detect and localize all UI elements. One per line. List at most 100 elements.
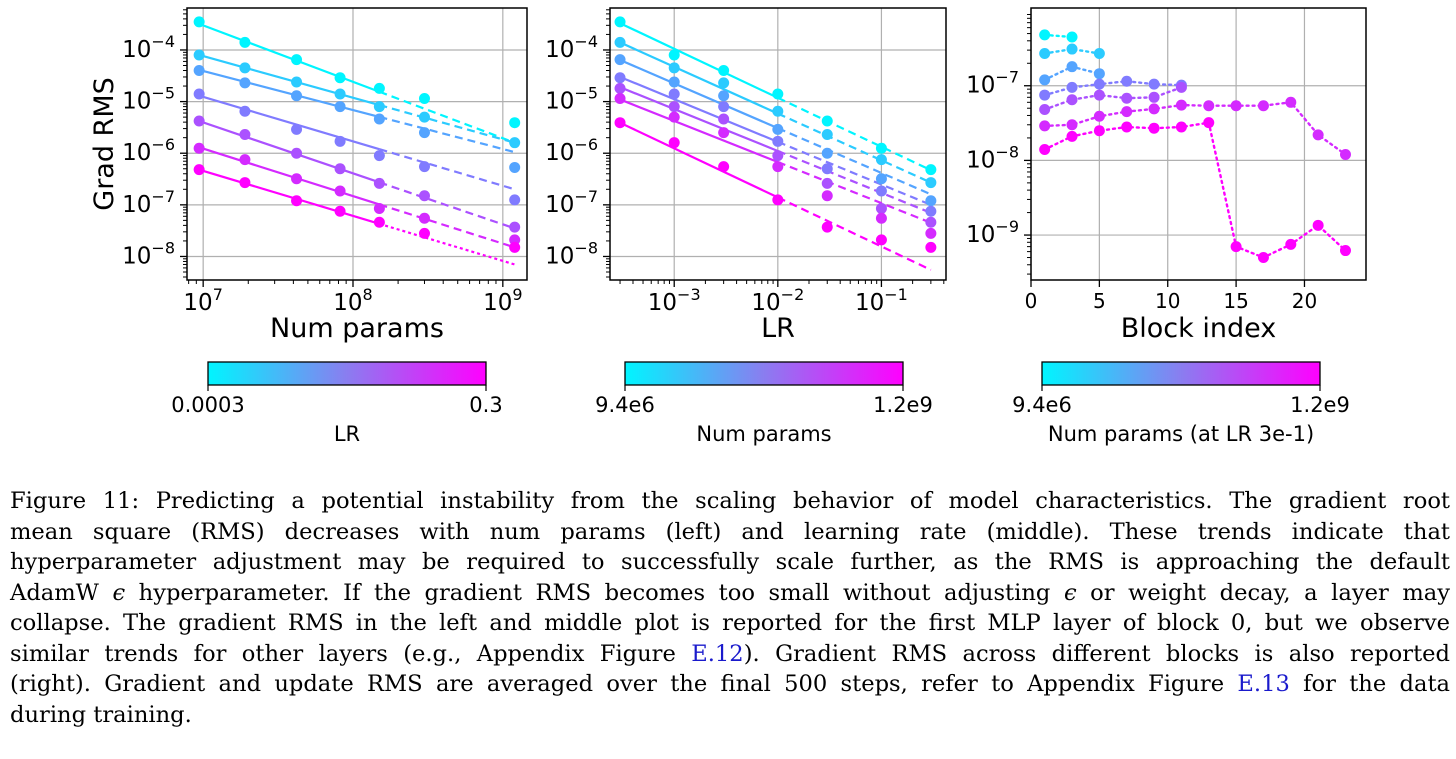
data-point — [239, 129, 251, 141]
data-point — [373, 150, 385, 162]
grid — [187, 8, 527, 280]
data-point — [1175, 121, 1187, 133]
data-point — [821, 190, 833, 202]
x-tick-label: 20 — [1292, 289, 1317, 313]
data-point — [821, 163, 833, 175]
grad-rms-vs-lr-panel: 10−3 10−2 10−1 10−8 10−7 10−6 10−5 10−4 LR 9.4e6 1… — [545, 7, 947, 446]
caption-text: ). Gradient RMS across different blocks … — [743, 640, 1450, 667]
fit-line-solid — [619, 121, 779, 199]
caption-line: AdamW ϵ hyperparameter. If the gradient … — [10, 578, 1450, 609]
data-point — [821, 177, 833, 189]
data-point — [821, 147, 833, 159]
caption-line: collapse. The gradient RMS in the left a… — [10, 608, 1450, 639]
fit-line-dashed — [777, 112, 932, 184]
data-point — [418, 111, 430, 123]
figure-caption: Figure 11: Predicting a potential instab… — [10, 486, 1450, 730]
data-point — [1039, 74, 1051, 86]
data-point — [1066, 61, 1078, 73]
fit-line-solid — [619, 58, 779, 130]
y-tick-label: 10−4 — [545, 32, 598, 63]
data-point — [821, 221, 833, 233]
data-point — [718, 113, 730, 125]
data-point — [1121, 75, 1133, 87]
colorbar-min-label: 9.4e6 — [595, 393, 655, 417]
data-point — [821, 129, 833, 141]
appendix-figure-link[interactable]: E.13 — [1237, 671, 1290, 697]
x-tick-label: 5 — [1093, 289, 1106, 313]
data-point — [875, 185, 887, 197]
data-point — [291, 54, 303, 66]
data-point — [614, 36, 626, 48]
data-point — [772, 135, 784, 147]
fit-line-solid — [198, 94, 380, 151]
data-point — [614, 92, 626, 104]
data-point — [718, 65, 730, 77]
caption-text: for the data — [1289, 671, 1450, 697]
data-point — [1312, 129, 1324, 141]
axes-frame — [1030, 7, 1367, 281]
data-layer — [614, 16, 937, 271]
data-point — [373, 101, 385, 113]
data-point — [509, 194, 521, 206]
data-point — [1203, 100, 1215, 112]
data-point — [1093, 89, 1105, 101]
y-tick-label: 10−7 — [545, 187, 598, 218]
data-point — [1066, 119, 1078, 131]
grid — [1030, 8, 1366, 280]
axis-ticks — [1024, 14, 1306, 287]
appendix-figure-link[interactable]: E.12 — [691, 640, 744, 667]
data-point — [418, 161, 430, 173]
data-point — [1285, 96, 1297, 108]
data-point — [418, 227, 430, 239]
data-point — [875, 212, 887, 224]
data-point — [1121, 106, 1133, 118]
y-tick-label: 10−6 — [122, 135, 175, 166]
fit-line-dashed — [379, 181, 516, 230]
data-point — [772, 123, 784, 135]
data-point — [614, 54, 626, 66]
x-tick-label: 108 — [333, 285, 372, 316]
data-point — [239, 177, 251, 189]
data-point — [334, 135, 346, 147]
colorbar-gradient — [1041, 361, 1321, 386]
caption-line: Figure 11: Predicting a potential instab… — [10, 486, 1450, 517]
y-tick-label: 10−5 — [545, 84, 598, 115]
data-point — [1230, 241, 1242, 253]
series-line — [1043, 86, 1183, 111]
data-point — [1339, 245, 1351, 257]
data-point — [668, 101, 680, 113]
data-point — [373, 82, 385, 94]
data-point — [925, 164, 937, 176]
y-tick-label: 10−7 — [966, 68, 1019, 99]
y-tick-label: 10−5 — [122, 84, 175, 115]
data-point — [1257, 252, 1269, 264]
data-point — [614, 16, 626, 28]
data-point — [1039, 104, 1051, 116]
data-point — [925, 227, 937, 239]
y-tick-label: 10−8 — [966, 142, 1019, 173]
fit-line-dashed — [777, 161, 932, 224]
fit-line-dashed — [777, 196, 932, 271]
data-point — [821, 115, 833, 127]
caption-line: similar trends for other layers (e.g., A… — [10, 639, 1450, 670]
colorbar-title: LR — [334, 422, 360, 446]
y-tick-label: 10−7 — [122, 187, 175, 218]
data-point — [614, 82, 626, 94]
data-point — [1121, 121, 1133, 133]
data-point — [1093, 68, 1105, 80]
data-layer — [1039, 29, 1351, 264]
fit-line-dashed — [379, 148, 515, 191]
fit-line-dashed — [379, 104, 515, 144]
data-point — [334, 101, 346, 113]
data-point — [1066, 43, 1078, 55]
data-point — [668, 88, 680, 100]
data-point — [718, 90, 730, 102]
colorbar-min-label: 0.0003 — [171, 393, 244, 417]
x-tick-label: 10−1 — [855, 285, 908, 316]
data-point — [1230, 100, 1242, 112]
caption-text: collapse. The gradient RMS in the left a… — [10, 610, 1450, 636]
caption-line: mean square (RMS) decreases with num par… — [10, 517, 1450, 548]
data-point — [373, 216, 385, 228]
series-line — [1043, 121, 1347, 259]
y-tick-label: 10−6 — [545, 135, 598, 166]
